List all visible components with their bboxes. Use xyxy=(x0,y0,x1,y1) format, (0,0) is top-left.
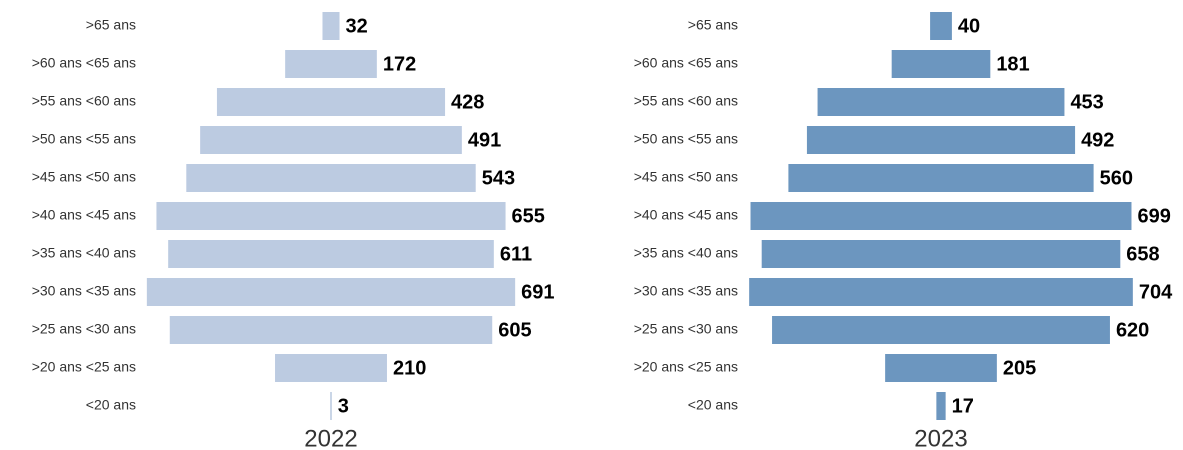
bar xyxy=(930,12,952,40)
value-label: 620 xyxy=(1116,319,1149,341)
category-label: >25 ans <30 ans xyxy=(32,321,136,337)
value-label: 3 xyxy=(338,395,349,417)
bar xyxy=(285,50,377,78)
category-label: >20 ans <25 ans xyxy=(32,359,136,375)
value-label: 205 xyxy=(1003,357,1036,379)
bar xyxy=(936,392,946,420)
bar xyxy=(216,88,446,116)
bar xyxy=(156,202,506,230)
value-label: 655 xyxy=(512,205,545,227)
value-label: 704 xyxy=(1139,281,1173,303)
value-label: 691 xyxy=(521,281,554,303)
value-label: 658 xyxy=(1126,243,1159,265)
bar xyxy=(322,12,340,40)
category-label: >55 ans <60 ans xyxy=(32,93,136,109)
value-label: 543 xyxy=(482,167,515,189)
bar xyxy=(749,278,1133,306)
category-label: >45 ans <50 ans xyxy=(32,169,136,185)
chart-title: 2023 xyxy=(914,425,967,450)
value-label: 40 xyxy=(958,15,980,37)
bar xyxy=(772,316,1110,344)
category-label: >40 ans <45 ans xyxy=(32,207,136,223)
value-label: 491 xyxy=(468,129,501,151)
category-label: >30 ans <35 ans xyxy=(634,283,738,299)
category-label: >50 ans <55 ans xyxy=(634,131,738,147)
category-label: <20 ans xyxy=(86,397,136,413)
category-label: >60 ans <65 ans xyxy=(32,55,136,71)
category-label: >45 ans <50 ans xyxy=(634,169,738,185)
bar xyxy=(186,164,476,192)
value-label: 181 xyxy=(996,53,1029,75)
value-label: 210 xyxy=(393,357,426,379)
chart-title: 2022 xyxy=(304,425,357,450)
bar xyxy=(168,240,494,268)
category-label: >30 ans <35 ans xyxy=(32,283,136,299)
bar xyxy=(169,316,493,344)
bar xyxy=(885,354,997,382)
value-label: 699 xyxy=(1137,205,1170,227)
value-label: 611 xyxy=(500,243,532,265)
bar xyxy=(806,126,1076,154)
category-label: >65 ans xyxy=(86,17,136,33)
value-label: 172 xyxy=(383,53,416,75)
category-label: >65 ans xyxy=(688,17,738,33)
category-label: >20 ans <25 ans xyxy=(634,359,738,375)
bar xyxy=(146,278,516,306)
bar xyxy=(788,164,1094,192)
value-label: 492 xyxy=(1081,129,1114,151)
value-label: 32 xyxy=(346,15,368,37)
category-label: >25 ans <30 ans xyxy=(634,321,738,337)
value-label: 560 xyxy=(1100,167,1133,189)
category-label: <20 ans xyxy=(688,397,738,413)
value-label: 428 xyxy=(451,91,484,113)
value-label: 453 xyxy=(1070,91,1103,113)
bar xyxy=(817,88,1065,116)
bar xyxy=(200,126,462,154)
value-label: 17 xyxy=(952,395,974,417)
category-label: >35 ans <40 ans xyxy=(32,245,136,261)
category-label: >60 ans <65 ans xyxy=(634,55,738,71)
bar xyxy=(750,202,1132,230)
bar xyxy=(761,240,1121,268)
value-label: 605 xyxy=(498,319,531,341)
bar xyxy=(275,354,387,382)
category-label: >50 ans <55 ans xyxy=(32,131,136,147)
bar xyxy=(330,392,332,420)
category-label: >55 ans <60 ans xyxy=(634,93,738,109)
category-label: >35 ans <40 ans xyxy=(634,245,738,261)
bar xyxy=(891,50,991,78)
category-label: >40 ans <45 ans xyxy=(634,207,738,223)
